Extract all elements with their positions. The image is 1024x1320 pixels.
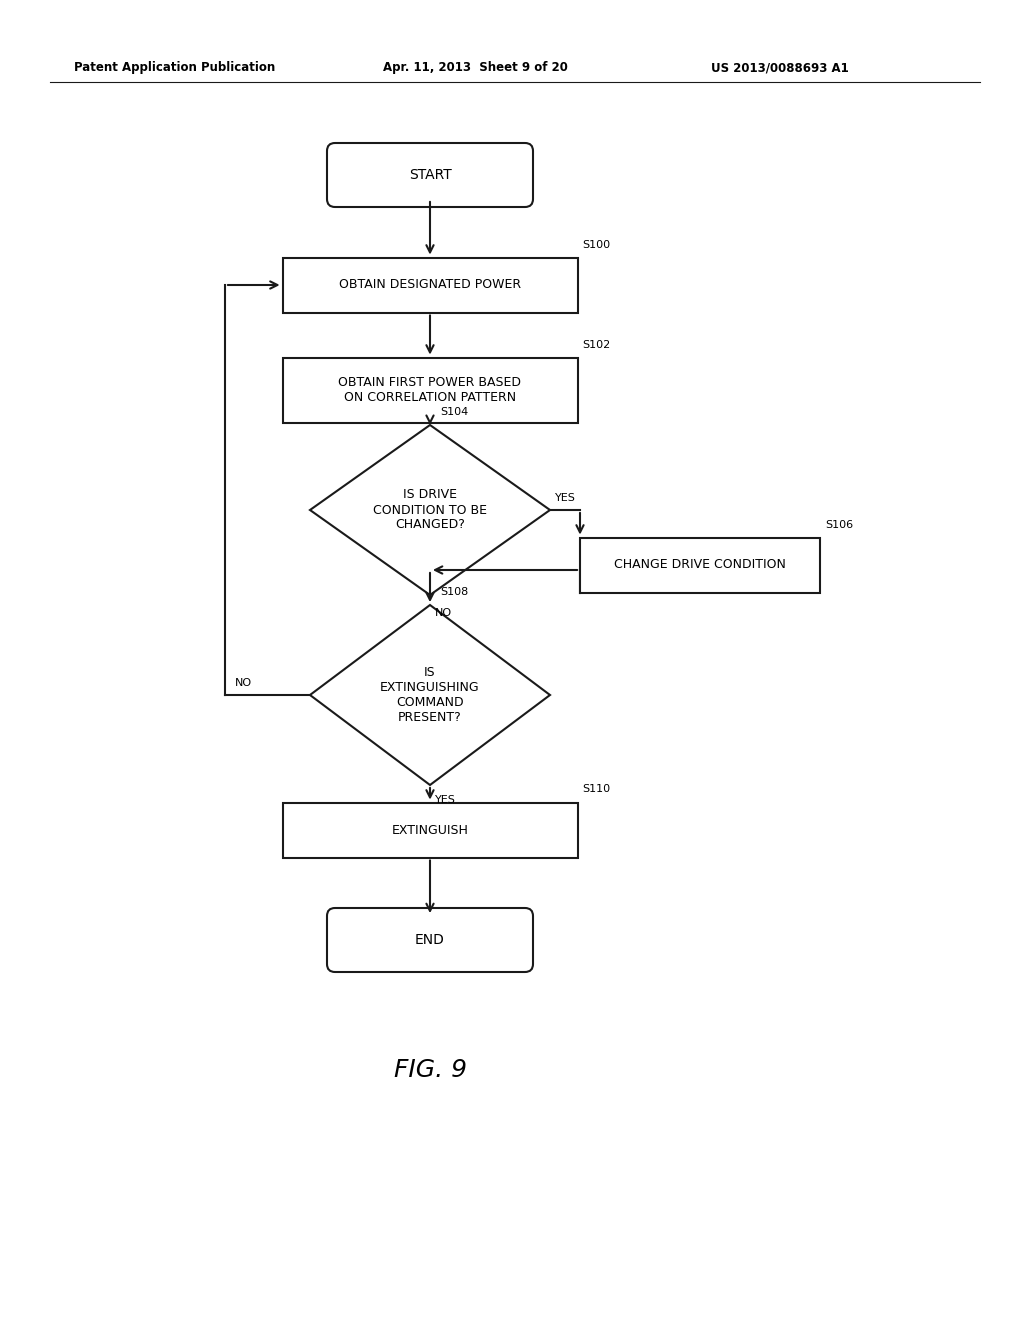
- Polygon shape: [310, 425, 550, 595]
- Text: CHANGE DRIVE CONDITION: CHANGE DRIVE CONDITION: [614, 558, 786, 572]
- Text: NO: NO: [234, 678, 252, 688]
- FancyBboxPatch shape: [327, 143, 534, 207]
- Text: START: START: [409, 168, 452, 182]
- Text: YES: YES: [555, 492, 575, 503]
- Text: S104: S104: [440, 407, 468, 417]
- Text: NO: NO: [435, 609, 453, 618]
- Bar: [283, 257, 578, 313]
- Text: YES: YES: [435, 795, 456, 805]
- Text: S102: S102: [583, 339, 610, 350]
- Text: S110: S110: [583, 784, 610, 795]
- Text: S100: S100: [583, 239, 610, 249]
- Bar: [580, 537, 820, 593]
- Polygon shape: [310, 605, 550, 785]
- Text: Apr. 11, 2013  Sheet 9 of 20: Apr. 11, 2013 Sheet 9 of 20: [383, 62, 567, 74]
- Text: S106: S106: [825, 520, 853, 529]
- Bar: [283, 358, 578, 422]
- Text: END: END: [415, 933, 445, 946]
- Text: EXTINGUISH: EXTINGUISH: [391, 824, 468, 837]
- Bar: [283, 803, 578, 858]
- Text: IS DRIVE
CONDITION TO BE
CHANGED?: IS DRIVE CONDITION TO BE CHANGED?: [373, 488, 487, 532]
- Text: FIG. 9: FIG. 9: [393, 1059, 467, 1082]
- Text: S108: S108: [440, 587, 468, 597]
- Text: OBTAIN FIRST POWER BASED
ON CORRELATION PATTERN: OBTAIN FIRST POWER BASED ON CORRELATION …: [339, 376, 521, 404]
- Text: IS
EXTINGUISHING
COMMAND
PRESENT?: IS EXTINGUISHING COMMAND PRESENT?: [380, 667, 480, 723]
- Text: Patent Application Publication: Patent Application Publication: [75, 62, 275, 74]
- Text: OBTAIN DESIGNATED POWER: OBTAIN DESIGNATED POWER: [339, 279, 521, 292]
- FancyBboxPatch shape: [327, 908, 534, 972]
- Text: US 2013/0088693 A1: US 2013/0088693 A1: [711, 62, 849, 74]
